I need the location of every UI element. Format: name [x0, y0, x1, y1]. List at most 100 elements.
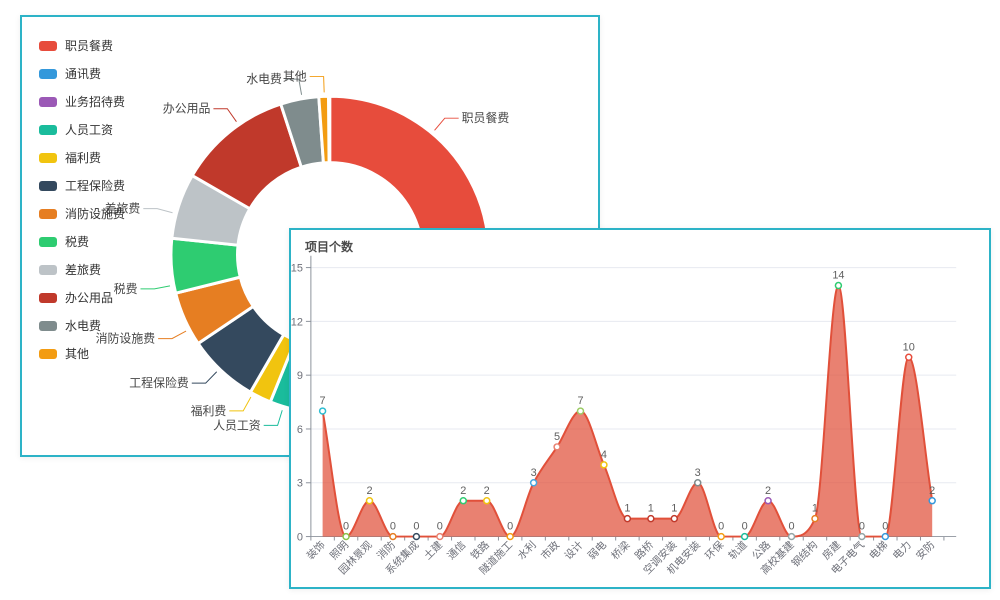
legend-label: 人员工资 — [65, 123, 114, 137]
donut-legend: 职员餐费通讯费业务招待费人员工资福利费工程保险费消防设施费税费差旅费办公用品水电… — [39, 40, 126, 377]
donut-slice-label-0: 职员餐费 — [462, 111, 510, 125]
point-value-label-20: 0 — [788, 521, 794, 533]
legend-label: 消防设施费 — [65, 207, 126, 221]
donut-label-line-6 — [158, 330, 187, 340]
data-point-5[interactable] — [436, 532, 444, 541]
legend-label: 差旅费 — [65, 263, 102, 277]
legend-item-4[interactable]: 福利费 — [39, 151, 125, 165]
donut-slice-11[interactable] — [317, 94, 331, 165]
legend-item-2[interactable]: 业务招待费 — [39, 96, 125, 108]
data-point-23[interactable] — [858, 532, 866, 541]
legend-item-5[interactable]: 工程保险费 — [39, 179, 126, 193]
donut-label-line-7 — [140, 285, 171, 290]
data-point-26[interactable] — [928, 496, 936, 505]
legend-label: 工程保险费 — [65, 179, 126, 193]
project-count-panel: 项目个数 0 3 6 9 12 15 装饰 照明 园林景观 消防 系统集成 土建 通信 铁路 隧道施工 水利市… — [289, 228, 991, 589]
x-axis-label-5: 土建 — [421, 538, 445, 562]
data-point-8[interactable] — [506, 532, 514, 541]
data-point-24[interactable] — [881, 532, 890, 541]
legend-label: 水电费 — [65, 319, 102, 333]
donut-label-line-8 — [143, 208, 173, 214]
legend-item-6[interactable]: 消防设施费 — [39, 207, 126, 221]
legend-item-7[interactable]: 税费 — [39, 235, 125, 249]
data-point-11[interactable] — [576, 407, 585, 415]
legend-swatch — [39, 349, 57, 359]
data-point-22[interactable] — [834, 281, 843, 290]
legend-swatch — [39, 265, 57, 275]
legend-label: 税费 — [65, 235, 90, 249]
data-point-25[interactable] — [905, 353, 913, 361]
donut-label-line-4 — [229, 396, 252, 412]
data-point-2[interactable] — [365, 496, 374, 505]
point-value-label-7: 2 — [484, 485, 490, 497]
point-value-label-10: 5 — [554, 431, 560, 443]
x-axis-label-10: 市政 — [538, 538, 562, 562]
x-axis-label-21: 钢结构 — [789, 538, 820, 569]
legend-item-0[interactable]: 职员餐费 — [39, 40, 125, 52]
data-point-14[interactable] — [647, 514, 655, 523]
point-value-label-4: 0 — [413, 521, 419, 533]
point-value-label-12: 4 — [601, 449, 607, 461]
legend-item-9[interactable]: 办公用品 — [39, 291, 125, 305]
point-value-label-2: 2 — [366, 485, 372, 497]
donut-label-line-0 — [434, 117, 459, 131]
legend-swatch — [39, 321, 57, 331]
data-point-10[interactable] — [553, 443, 561, 451]
x-axis-label-24: 电梯 — [866, 538, 890, 562]
legend-item-8[interactable]: 差旅费 — [39, 263, 125, 277]
x-axis-label-9: 水利 — [515, 539, 538, 562]
x-axis-label-25: 电力 — [890, 538, 914, 562]
data-point-18[interactable] — [740, 532, 749, 541]
legend-swatch — [39, 209, 57, 219]
donut-slice-label-3: 人员工资 — [213, 418, 261, 432]
y-axis-label: 6 — [297, 424, 303, 436]
data-point-16[interactable] — [694, 479, 702, 487]
point-value-label-16: 3 — [695, 467, 701, 479]
x-axis-label-13: 桥梁 — [609, 538, 633, 562]
data-point-7[interactable] — [482, 496, 491, 505]
legend-swatch — [39, 153, 57, 163]
area-fill — [322, 285, 933, 537]
legend-swatch — [39, 125, 57, 135]
legend-item-10[interactable]: 水电费 — [39, 319, 125, 333]
legend-swatch — [39, 97, 57, 107]
donut-slice-label-4: 福利费 — [191, 404, 227, 418]
data-point-17[interactable] — [717, 532, 725, 541]
point-value-label-23: 0 — [859, 521, 865, 533]
x-axis-label-6: 通信 — [445, 539, 468, 562]
data-point-4[interactable] — [412, 532, 421, 541]
data-point-3[interactable] — [389, 532, 397, 541]
y-axis-label: 15 — [291, 263, 303, 275]
data-point-12[interactable] — [600, 461, 608, 469]
data-point-1[interactable] — [342, 532, 350, 541]
data-point-9[interactable] — [529, 479, 538, 487]
legend-swatch — [39, 237, 57, 247]
y-axis-label: 9 — [297, 370, 303, 382]
point-value-label-3: 0 — [390, 521, 396, 533]
donut-slice-label-6: 消防设施费 — [96, 332, 156, 346]
data-point-21[interactable] — [811, 514, 819, 523]
data-point-20[interactable] — [787, 532, 796, 541]
data-point-0[interactable] — [318, 407, 327, 415]
x-axis-label-26: 安防 — [913, 538, 937, 562]
point-value-label-15: 1 — [671, 503, 677, 515]
donut-slice-label-9: 办公用品 — [163, 102, 211, 116]
x-axis-label-11: 设计 — [562, 538, 586, 562]
data-point-15[interactable] — [670, 514, 679, 523]
point-value-label-26: 2 — [929, 485, 935, 497]
x-axis-label-17: 环保 — [702, 538, 726, 562]
legend-item-11[interactable]: 其他 — [39, 348, 125, 360]
legend-label: 福利费 — [65, 151, 102, 165]
donut-slice-label-7: 税费 — [114, 282, 138, 296]
data-point-13[interactable] — [623, 514, 632, 523]
legend-swatch — [39, 69, 57, 79]
point-value-label-17: 0 — [718, 521, 724, 533]
legend-item-1[interactable]: 通讯费 — [39, 68, 125, 80]
data-point-19[interactable] — [764, 496, 772, 505]
legend-label: 办公用品 — [65, 291, 114, 305]
donut-slice-label-5: 工程保险费 — [129, 376, 189, 390]
legend-item-3[interactable]: 人员工资 — [39, 123, 125, 137]
data-point-6[interactable] — [459, 496, 468, 505]
point-value-label-5: 0 — [437, 521, 443, 533]
